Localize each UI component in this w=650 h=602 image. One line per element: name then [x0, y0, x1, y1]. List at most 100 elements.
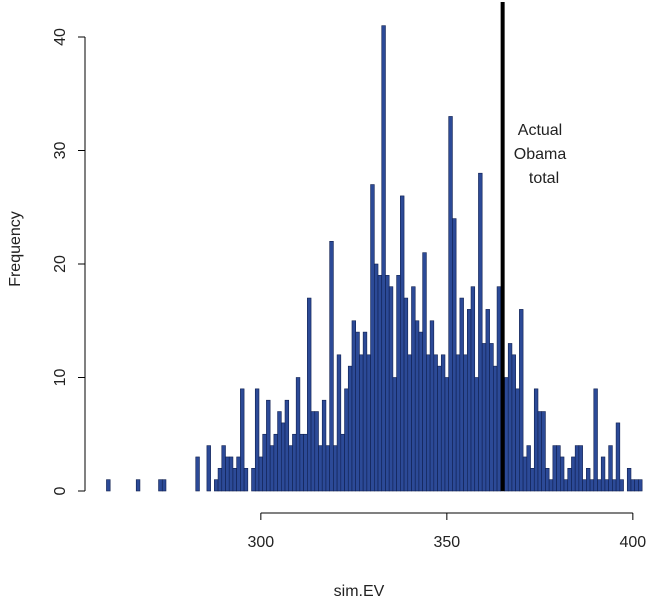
histogram-bar	[362, 331, 368, 492]
y-tick-label: 20	[52, 255, 69, 273]
histogram-bar	[318, 445, 323, 492]
histogram-bar	[548, 479, 554, 492]
histogram-bar	[608, 445, 613, 492]
histogram-bar	[228, 456, 234, 492]
histogram-bar	[243, 467, 249, 492]
histogram-bar	[333, 445, 338, 492]
histogram-bar	[214, 479, 219, 492]
histogram-bar	[359, 354, 364, 492]
histogram-bar	[158, 479, 163, 492]
histogram-bar	[303, 433, 308, 492]
histogram-bar	[567, 467, 572, 492]
histogram-bar	[269, 445, 275, 492]
histogram-bar	[433, 354, 438, 492]
reference-annotation-line-3: total	[529, 170, 559, 187]
histogram-bar	[388, 286, 394, 492]
histogram-bar	[217, 467, 223, 492]
histogram-bar	[597, 479, 602, 492]
histogram-bar	[507, 343, 513, 492]
histogram-bar	[403, 297, 409, 492]
histogram-bar	[530, 467, 535, 492]
histogram-bar	[400, 195, 405, 492]
histogram-bar	[571, 456, 576, 492]
histogram-bar	[638, 479, 643, 492]
histogram-bar	[485, 309, 490, 492]
reference-annotation-line-2: Obama	[514, 146, 567, 163]
histogram-bar	[526, 445, 531, 492]
histogram-bar	[310, 411, 316, 492]
histogram-bar	[511, 354, 516, 492]
histogram-bar	[295, 377, 301, 492]
histogram-bar	[589, 479, 595, 492]
histogram-bar	[630, 479, 635, 492]
histogram-bars	[106, 25, 643, 492]
x-axis: 300 350 400	[247, 512, 646, 551]
histogram-bar	[444, 377, 450, 492]
histogram-bar	[422, 252, 427, 492]
histogram-bar	[236, 456, 241, 492]
histogram-bar	[533, 388, 539, 492]
histogram-bar	[280, 422, 286, 492]
histogram-bar	[392, 377, 397, 492]
histogram-bar	[258, 456, 264, 492]
histogram-bar	[586, 467, 591, 492]
histogram-bar	[478, 172, 483, 492]
histogram-bar	[277, 411, 282, 492]
histogram-bar	[411, 286, 416, 492]
histogram-bar	[366, 354, 371, 492]
histogram-bar	[273, 433, 278, 492]
histogram-bar	[574, 445, 580, 492]
histogram-bar	[161, 479, 167, 492]
histogram-bar	[225, 456, 230, 492]
histogram-bar	[135, 479, 141, 492]
histogram-bar	[262, 433, 267, 492]
histogram-bar	[292, 433, 297, 492]
histogram-bar	[232, 467, 237, 492]
histogram-bar	[515, 388, 520, 492]
histogram-bar	[459, 297, 464, 492]
histogram-bar	[474, 377, 479, 492]
histogram-bar	[414, 320, 420, 492]
y-axis-title: Frequency	[7, 211, 24, 287]
histogram-bar	[563, 479, 569, 492]
histogram-bar	[429, 320, 435, 492]
histogram-bar	[418, 331, 423, 492]
histogram-bar	[537, 411, 542, 492]
histogram-bar	[452, 218, 457, 492]
histogram-bar	[251, 467, 256, 492]
histogram-bar	[559, 456, 565, 492]
histogram-bar	[626, 467, 632, 492]
histogram-bar	[578, 445, 583, 492]
histogram-bar	[437, 365, 442, 492]
histogram-bar	[325, 445, 330, 492]
histogram-bar	[329, 241, 334, 492]
histogram-bar	[604, 479, 609, 492]
histogram-bar	[556, 445, 561, 492]
y-axis: 0 10 20 30 40	[52, 28, 86, 495]
histogram-bar	[541, 411, 546, 492]
histogram-bar	[221, 445, 226, 492]
histogram-bar	[299, 433, 304, 492]
histogram-bar	[106, 479, 111, 492]
x-tick-label: 300	[247, 534, 274, 551]
histogram-bar	[314, 411, 319, 492]
histogram-bar	[481, 343, 487, 492]
histogram-bar	[336, 354, 342, 492]
histogram-bar	[470, 286, 476, 492]
reference-annotation-line-1: Actual	[518, 122, 562, 139]
histogram-bar	[288, 445, 293, 492]
histogram-bar	[552, 445, 557, 492]
histogram-bar	[493, 365, 498, 492]
histogram-bar	[370, 184, 375, 492]
histogram-bar	[347, 365, 353, 492]
histogram-bar	[466, 309, 472, 492]
x-tick-label: 350	[433, 534, 460, 551]
histogram-bar	[351, 320, 357, 492]
y-tick-label: 30	[52, 142, 69, 160]
histogram-bar	[519, 309, 524, 492]
histogram-bar	[321, 399, 327, 492]
histogram-bar	[396, 275, 401, 492]
histogram-bar	[612, 479, 617, 492]
histogram-bar	[373, 263, 379, 492]
